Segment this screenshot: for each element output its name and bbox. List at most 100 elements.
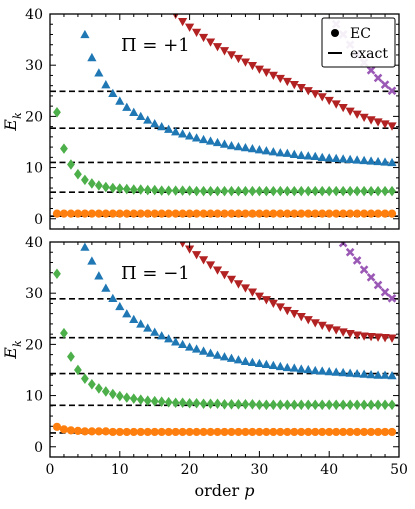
data-point-diamond <box>143 184 152 196</box>
data-point-triangle-up <box>352 368 362 378</box>
data-point-triangle-down <box>185 23 195 32</box>
data-point-diamond <box>185 397 194 409</box>
data-point-diamond <box>178 397 187 409</box>
data-point-circle <box>199 209 208 218</box>
data-point-triangle-up <box>226 140 237 150</box>
data-point-triangle-down <box>240 284 251 293</box>
data-point-diamond <box>143 395 152 406</box>
data-point-triangle-down <box>191 251 202 260</box>
data-point-triangle-down <box>373 118 383 127</box>
data-point-diamond <box>74 364 82 376</box>
x-tick-label: 0 <box>46 462 55 478</box>
data-point-circle <box>171 427 180 437</box>
series-x <box>338 242 397 303</box>
data-point-diamond <box>353 399 362 411</box>
data-point-triangle-up <box>359 155 369 165</box>
data-point-diamond <box>164 396 173 408</box>
data-point-triangle-down <box>352 331 362 340</box>
data-point-triangle-down <box>296 313 306 322</box>
data-point-triangle-up <box>289 149 299 158</box>
data-point-diamond <box>129 393 138 404</box>
data-point-triangle-up <box>317 152 327 162</box>
parity-annotation: Π = +1 <box>121 35 190 56</box>
data-point-x <box>366 65 376 75</box>
data-point-diamond <box>304 185 313 197</box>
data-point-triangle-down <box>247 62 258 71</box>
data-point-diamond <box>325 399 334 411</box>
data-point-circle <box>269 209 278 218</box>
data-point-triangle-down <box>324 96 334 106</box>
data-point-diamond <box>255 399 264 411</box>
legend-ec-marker <box>331 29 339 37</box>
data-point-triangle-down <box>268 299 278 309</box>
data-point-diamond <box>297 185 306 197</box>
data-point-x <box>380 80 390 89</box>
data-point-diamond <box>94 180 103 191</box>
data-point-circle <box>136 427 145 437</box>
data-point-triangle-down <box>338 103 348 113</box>
data-point-triangle-up <box>87 52 97 62</box>
data-point-circle <box>380 427 390 437</box>
data-point-circle <box>297 209 306 218</box>
data-point-triangle-up <box>352 155 362 164</box>
data-point-circle <box>353 209 362 218</box>
data-point-circle <box>255 209 264 218</box>
data-point-triangle-down <box>268 71 278 81</box>
data-point-diamond <box>178 185 187 196</box>
data-point-triangle-up <box>317 366 327 375</box>
data-point-diamond <box>381 185 389 197</box>
data-point-diamond <box>108 182 117 194</box>
data-point-diamond <box>60 143 68 154</box>
data-point-diamond <box>206 398 215 410</box>
data-point-circle <box>332 427 341 437</box>
y-tick-label: 10 <box>25 161 43 177</box>
data-point-triangle-down <box>212 266 223 275</box>
data-point-circle <box>192 427 201 437</box>
data-point-diamond <box>157 396 166 408</box>
data-point-x <box>359 265 369 274</box>
data-point-triangle-down <box>205 261 216 270</box>
data-point-circle <box>276 209 285 218</box>
data-point-triangle-up <box>345 154 355 164</box>
data-point-triangle-up <box>136 111 146 121</box>
data-point-diamond <box>311 399 320 411</box>
data-point-diamond <box>220 398 229 410</box>
data-point-triangle-up <box>178 339 188 349</box>
data-point-diamond <box>227 398 236 410</box>
data-point-triangle-up <box>226 353 237 362</box>
data-point-circle <box>318 209 327 218</box>
data-point-triangle-down <box>338 328 348 337</box>
data-point-triangle-down <box>387 334 397 343</box>
data-point-diamond <box>367 399 375 411</box>
data-point-triangle-up <box>115 96 125 105</box>
data-point-circle <box>101 209 110 218</box>
data-point-circle <box>150 209 159 218</box>
data-point-diamond <box>388 185 396 197</box>
data-point-triangle-up <box>247 144 258 153</box>
series-triangle-up <box>80 29 397 167</box>
data-point-circle <box>143 209 152 218</box>
data-point-circle <box>373 209 383 218</box>
data-point-diamond <box>60 327 68 339</box>
data-point-circle <box>311 209 320 218</box>
data-point-circle <box>304 427 313 437</box>
data-point-diamond <box>185 185 194 196</box>
data-point-diamond <box>122 392 131 403</box>
data-point-triangle-up <box>171 127 181 136</box>
data-point-diamond <box>311 185 320 197</box>
data-point-circle <box>136 209 145 218</box>
data-point-diamond <box>213 398 222 410</box>
data-point-triangle-down <box>345 329 355 339</box>
data-point-circle <box>108 427 117 437</box>
data-point-triangle-up <box>282 362 292 372</box>
data-point-triangle-up <box>198 134 209 144</box>
data-point-circle <box>311 427 320 437</box>
data-point-diamond <box>262 185 271 197</box>
data-point-diamond <box>101 181 110 193</box>
data-point-circle <box>339 427 348 437</box>
data-point-circle <box>220 427 229 437</box>
data-point-triangle-down <box>359 332 369 341</box>
data-point-circle <box>108 209 117 218</box>
data-point-diamond <box>332 399 341 411</box>
y-axis-label-group: Ek <box>1 112 24 132</box>
